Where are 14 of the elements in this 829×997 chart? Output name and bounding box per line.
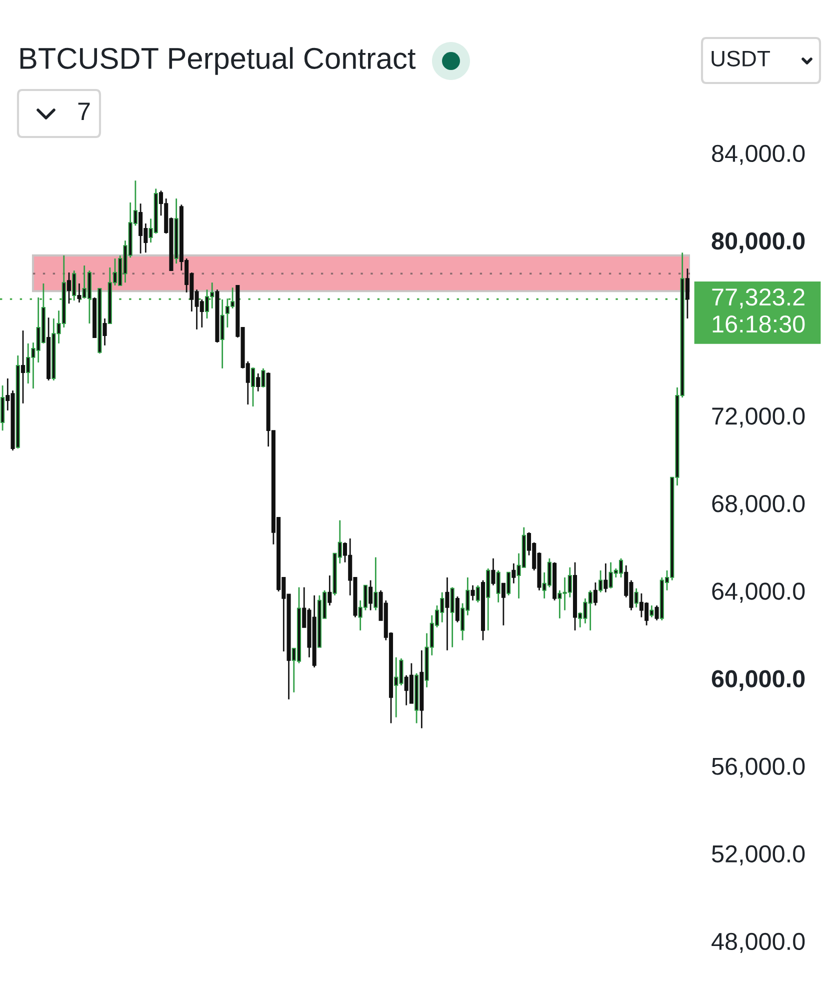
y-tick-label: 48,000.0 — [712, 932, 805, 953]
y-tick-label: 56,000.0 — [712, 758, 805, 778]
y-tick-label: 72,000.0 — [712, 408, 805, 428]
y-tick-label: 84,000.0 — [712, 144, 805, 165]
text: 7 — [78, 102, 90, 120]
y-tick-label: 80,000.0 — [712, 232, 805, 254]
y-tick-label: 60,000.0 — [712, 670, 805, 691]
text: USDT — [712, 50, 770, 66]
text: 16:18:30 — [712, 315, 805, 333]
y-tick-label: 68,000.0 — [712, 495, 805, 516]
ref-line-label: 77,323.2 — [712, 288, 804, 309]
y-tick-label: 64,000.0 — [712, 582, 805, 603]
chart-title: BTCUSDT Perpetual Contract — [20, 47, 416, 75]
y-tick-label: 52,000.0 — [712, 845, 805, 866]
